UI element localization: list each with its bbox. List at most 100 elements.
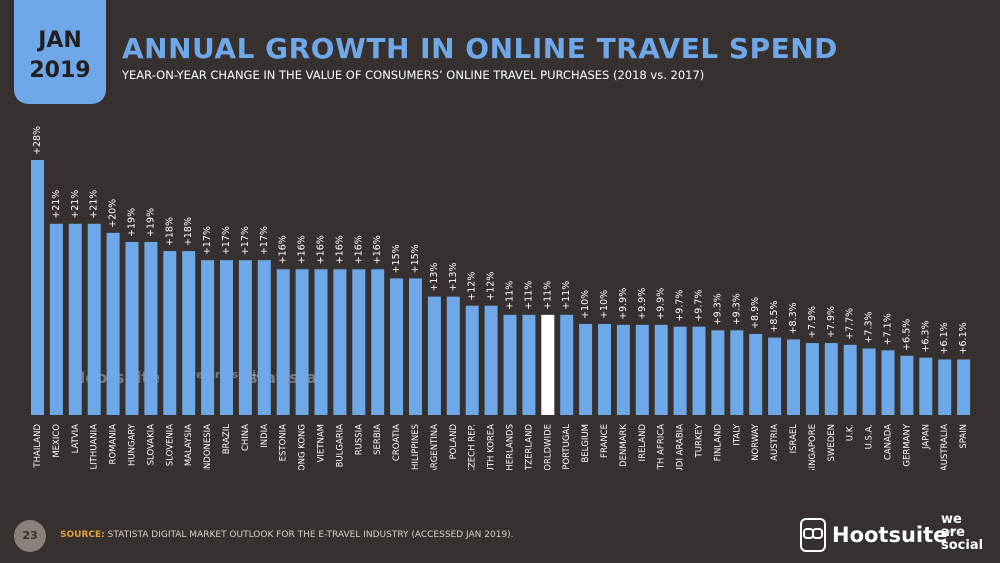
bar-romania [106, 232, 120, 415]
category-label: INDONESIA [203, 424, 213, 470]
hootsuite-logo: Hootsuite ™ [800, 515, 956, 555]
bar-serbia [371, 269, 385, 415]
data-label: +17% [202, 226, 213, 255]
data-label: +17% [259, 226, 270, 255]
category-label: INDIA [260, 424, 270, 448]
bar-indonesia [201, 260, 215, 415]
bar-philippines [409, 278, 422, 415]
bar-thailand [31, 160, 44, 415]
data-label: +16% [316, 235, 327, 264]
data-label: +6.3% [920, 321, 931, 353]
category-label: SWEDEN [827, 424, 837, 461]
category-label: JAPAN [921, 424, 931, 450]
bar-russia [352, 269, 366, 415]
bar-argentina [427, 296, 441, 415]
category-label: WORLDWIDE [543, 424, 553, 470]
bar-japan [919, 357, 933, 415]
data-label: +15% [391, 244, 402, 273]
category-label: MALAYSIA [184, 424, 194, 466]
was-are: are [941, 525, 966, 540]
category-label: VIETNAM [317, 424, 327, 462]
bar-worldwide [541, 314, 555, 415]
data-label: +17% [240, 226, 251, 255]
bar-south-korea [484, 305, 498, 415]
data-label: +11% [523, 281, 534, 310]
category-label: LITHUANIA [90, 424, 100, 470]
bar-spain [957, 359, 971, 415]
data-label: +10% [580, 290, 591, 319]
category-label: BELGIUM [581, 424, 591, 463]
data-label: +9.3% [731, 293, 742, 325]
page-title: ANNUAL GROWTH IN ONLINE TRAVEL SPEND [122, 32, 838, 65]
bar-u-k- [843, 344, 857, 415]
bar-ireland [635, 324, 649, 415]
data-label: +8.3% [788, 302, 799, 334]
category-label: HONG KONG [298, 424, 308, 470]
data-label: +13% [429, 263, 440, 292]
bar-belgium [579, 323, 593, 415]
category-label: POLAND [449, 424, 459, 460]
hootsuite-wordmark: Hootsuite [832, 523, 948, 547]
bar-brazil [220, 260, 233, 415]
category-label: ISRAEL [789, 424, 799, 454]
category-label: NORWAY [751, 423, 761, 461]
data-label: +9.9% [637, 288, 648, 320]
data-label: +18% [183, 217, 194, 246]
category-label: IRELAND [638, 424, 648, 462]
bar-singapore [805, 343, 819, 415]
trademark-mark: ™ [947, 530, 957, 540]
was-social: social [941, 538, 984, 553]
category-label: SAUDI ARABIA [676, 424, 686, 470]
was-we: we [941, 512, 962, 527]
category-label: FINLAND [713, 424, 723, 462]
data-label: +11% [505, 281, 516, 310]
data-label: +21% [51, 190, 62, 219]
data-label: +16% [297, 235, 308, 264]
category-label: U.S.A. [865, 424, 875, 449]
category-label: HUNGARY [128, 423, 138, 466]
source-text: STATISTA DIGITAL MARKET OUTLOOK FOR THE … [107, 530, 514, 540]
bar-norway [749, 333, 763, 415]
owl-icon [800, 518, 826, 552]
bar-mexico [49, 223, 63, 415]
bar-latvia [68, 223, 82, 415]
source-label: SOURCE: [60, 530, 105, 540]
we-are-social-logo: we are social [941, 513, 983, 552]
bar-australia [938, 359, 952, 415]
data-label: +8.9% [750, 297, 761, 329]
data-label: +16% [353, 235, 364, 264]
category-label: ARGENTINA [430, 424, 440, 470]
bar-chart: +28% THAILAND +21% MEXICO +21% LATVIA +21% LITH… [31, 126, 971, 470]
bar-finland [711, 330, 725, 415]
category-label: AUSTRALIA [940, 424, 950, 470]
data-label: +11% [561, 281, 572, 310]
data-label: +7.1% [883, 313, 894, 345]
bar-switzerland [522, 314, 536, 415]
bar-saudi-arabia [673, 326, 687, 415]
data-label: +6.1% [939, 322, 950, 354]
category-label: ITALY [732, 423, 742, 445]
bar-israel [787, 339, 800, 415]
date-badge: JAN 2019 [14, 0, 106, 104]
category-label: CROATIA [392, 424, 402, 461]
bar-poland [446, 296, 460, 415]
bar-vietnam [314, 269, 328, 415]
bar-croatia [390, 278, 404, 415]
category-label: ROMANIA [109, 424, 119, 465]
category-label: BRAZIL [222, 424, 232, 455]
category-label: PHILIPPINES [411, 424, 421, 470]
category-label: THAILAND [33, 424, 43, 469]
data-label: +7.3% [864, 311, 875, 343]
category-label: SOUTH AFRICA [657, 424, 667, 470]
data-label: +13% [448, 263, 459, 292]
bar-south-africa [654, 324, 668, 415]
bar-sweden [824, 343, 838, 415]
bar-turkey [692, 326, 706, 415]
bar-bulgaria [333, 269, 347, 415]
bar-slovenia [163, 251, 177, 415]
bar-czech-rep- [465, 305, 479, 415]
data-label: +16% [372, 235, 383, 264]
category-label: MEXICO [52, 424, 62, 458]
bar-hong-kong [295, 269, 309, 415]
bar-lithuania [87, 223, 101, 415]
